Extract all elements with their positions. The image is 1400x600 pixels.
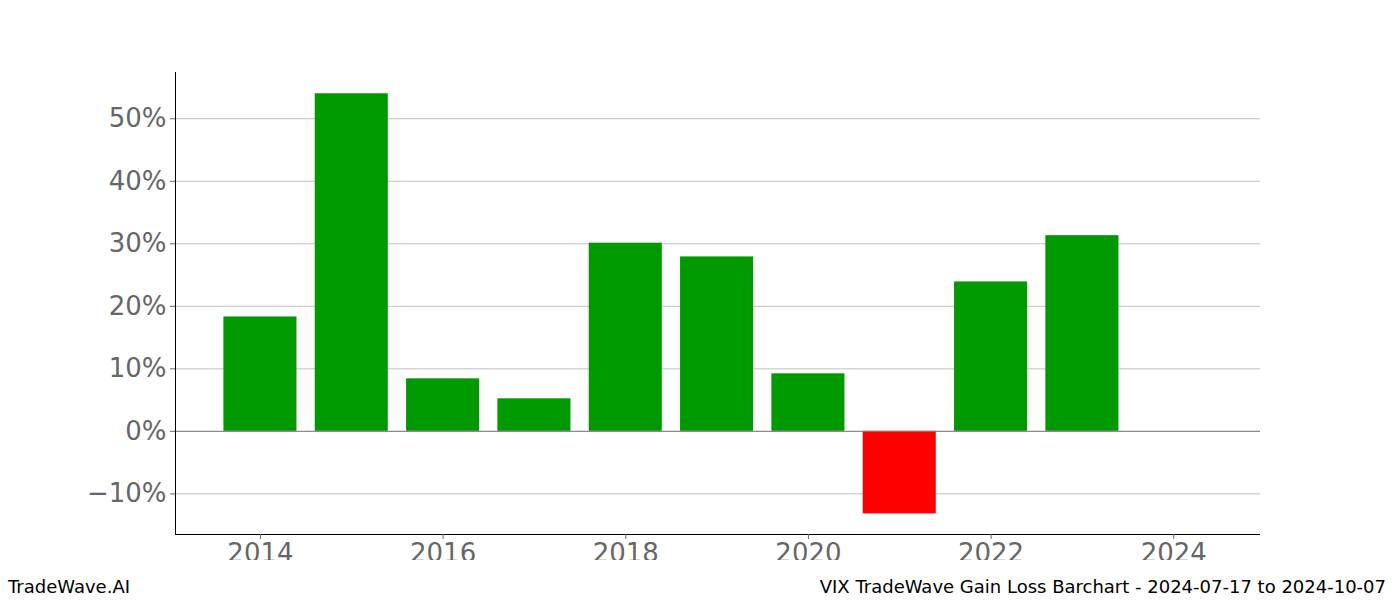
svg-text:2020: 2020 [775,538,841,560]
svg-text:0%: 0% [125,416,166,446]
html-text:VIX TradeWave Gain Loss Barcha: VIX TradeWave Gain Loss Barchart - 2024-… [819,576,1386,597]
svg-text:50%: 50% [109,103,167,133]
svg-text:10%: 10% [109,353,167,383]
svg-text:30%: 30% [109,228,167,258]
svg-text:20%: 20% [109,291,167,321]
svg-text:−10%: −10% [87,478,167,508]
svg-text:2024: 2024 [1141,538,1207,560]
svg-text:40%: 40% [109,166,167,196]
html-text:TradeWave.AI: TradeWave.AI [8,576,130,597]
svg-text:2016: 2016 [410,538,476,560]
svg-text:2014: 2014 [227,538,293,560]
svg-text:2018: 2018 [593,538,659,560]
svg-text:2022: 2022 [958,538,1024,560]
